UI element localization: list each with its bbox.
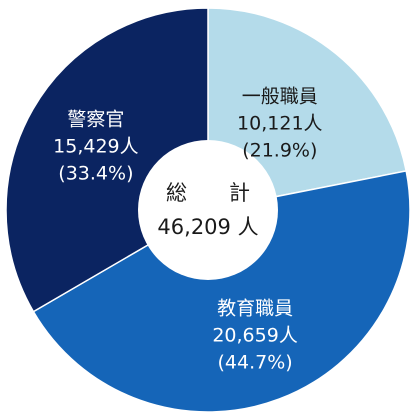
slice-label-name: 教育職員 [217, 298, 293, 320]
center-total: 46,209 人 [157, 215, 258, 239]
slice-label-percent: (33.4%) [58, 163, 133, 185]
pie-slice [207, 7, 408, 211]
pie-slice [32, 170, 411, 413]
center-hole [138, 140, 278, 280]
labels-layer: 一般職員 10,121人 (21.9%) 教育職員 20,659人 (44.7%) 警察官 1… [53, 86, 322, 374]
slice-label-name: 警察官 [67, 109, 124, 131]
center-title: 総 計 [166, 181, 250, 205]
slice-label-count: 10,121人 [237, 113, 322, 135]
slice-label-percent: (21.9%) [242, 140, 317, 162]
slice-label-name: 一般職員 [242, 86, 318, 108]
slice-label-count: 15,429人 [53, 136, 138, 158]
slice-label-percent: (44.7%) [218, 352, 293, 374]
slice-label-count: 20,659人 [212, 325, 297, 347]
